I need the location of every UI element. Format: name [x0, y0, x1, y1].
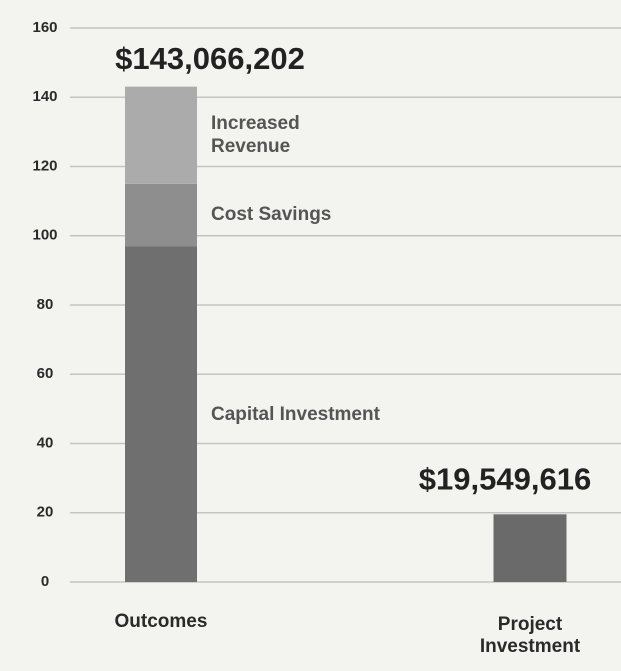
segment-label: Capital Investment [211, 403, 380, 425]
bar-segment [125, 246, 197, 582]
value-label: $19,549,616 [419, 461, 591, 496]
y-tick-label: 20 [37, 504, 54, 521]
bar-segment [125, 183, 197, 247]
y-tick-label: 100 [32, 227, 57, 244]
bar-segment [125, 86, 197, 184]
y-tick-label: 40 [37, 434, 54, 451]
y-tick-label: 60 [37, 365, 54, 382]
x-tick-label: Project Investment [479, 614, 581, 657]
segment-label: Cost Savings [211, 204, 332, 226]
y-tick-label: 160 [32, 19, 57, 36]
y-tick-label: 0 [41, 573, 49, 590]
total-label: $143,066,202 [115, 41, 305, 76]
y-tick-label: 120 [32, 157, 57, 174]
x-tick-label: Outcomes [114, 611, 208, 632]
segment-label: Increased Revenue [211, 113, 300, 158]
bar [493, 514, 567, 582]
y-tick-label: 80 [37, 296, 54, 313]
y-tick-label: 140 [32, 88, 57, 105]
